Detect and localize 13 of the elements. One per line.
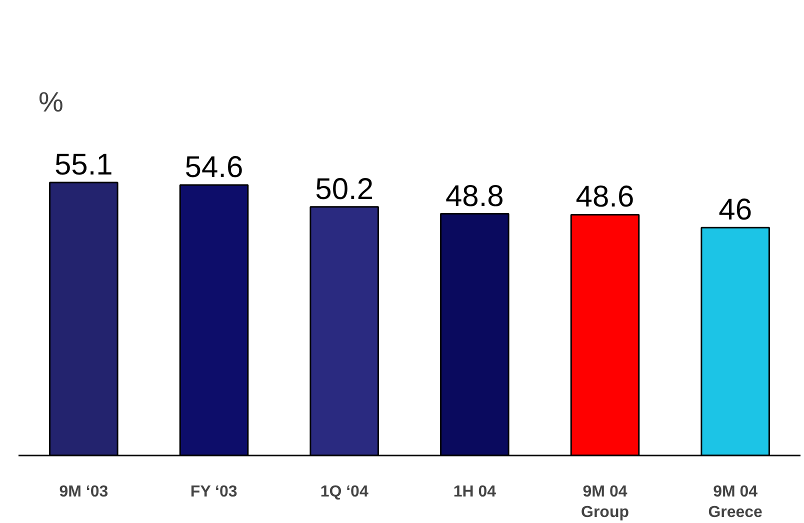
y-axis-title: % bbox=[38, 86, 64, 118]
x-tick-label: FY ‘03 bbox=[190, 484, 238, 500]
data-label: 55.1 bbox=[54, 148, 113, 182]
x-tick-label: 9M 04 Group bbox=[581, 484, 630, 521]
x-tick-label: 9M ‘03 bbox=[59, 484, 108, 500]
data-label: 48.8 bbox=[445, 180, 504, 213]
data-label: 48.6 bbox=[576, 180, 634, 214]
data-label: 46 bbox=[718, 194, 752, 227]
data-label: 54.6 bbox=[184, 151, 244, 184]
data-label: 50.2 bbox=[315, 172, 374, 206]
x-tick-label: 9M 04 Greece bbox=[708, 484, 763, 521]
x-tick-label: 1Q ‘04 bbox=[320, 484, 368, 500]
x-tick-label: 1H 04 bbox=[453, 484, 496, 500]
